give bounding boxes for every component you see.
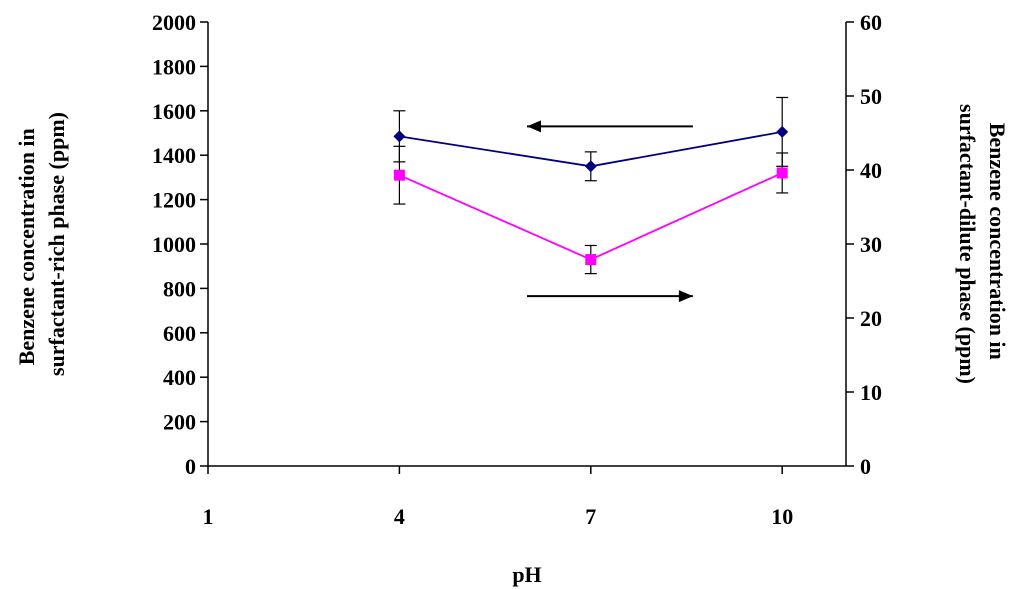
left-y-tick-label: 800 <box>163 276 196 301</box>
x-tick-label: 1 <box>203 504 214 529</box>
left-y-tick-label: 0 <box>185 454 196 479</box>
left-y-tick-label: 200 <box>163 410 196 435</box>
plot-area: 0 200 400 600 800 1000 1200 1400 1600 1800 2000 0 10… <box>152 10 882 529</box>
series-1-point <box>776 125 789 138</box>
right-y-tick-label: 50 <box>860 84 882 109</box>
arrow-1-head <box>527 120 541 133</box>
x-tick-label: 4 <box>394 504 405 529</box>
left-y-axis-title: Benzene concentration in surfactant-rich… <box>14 112 69 376</box>
right-y-axis-title: Benzene concentration in surfactant-dilu… <box>955 104 1010 384</box>
x-tick-label: 10 <box>771 504 793 529</box>
right-y-axis-title-line-1: Benzene concentration in <box>985 123 1010 360</box>
left-y-tick-label: 1000 <box>152 232 196 257</box>
left-y-tick-label: 2000 <box>152 10 196 35</box>
series-2-point <box>393 169 405 181</box>
right-y-tick-label: 60 <box>860 10 882 35</box>
left-y-tick-label: 1400 <box>152 143 196 168</box>
left-y-tick-label: 400 <box>163 365 196 390</box>
right-y-tick-label: 0 <box>860 454 871 479</box>
series-2-point <box>585 254 597 266</box>
x-tick-label: 7 <box>585 504 596 529</box>
right-y-axis-title-line-2: surfactant-dilute phase (ppm) <box>955 104 980 384</box>
arrow-2-head <box>678 290 693 303</box>
series-1-point <box>393 130 406 143</box>
right-y-tick-label: 40 <box>860 158 882 183</box>
left-y-axis-title-line-1: Benzene concentration in <box>14 128 39 365</box>
left-y-tick-label: 1200 <box>152 188 196 213</box>
x-axis-title: pH <box>512 562 541 587</box>
left-y-axis-title-line-2: surfactant-rich phase (ppm) <box>44 112 69 376</box>
series-1-point <box>584 160 597 173</box>
series-2-point <box>776 167 788 179</box>
right-y-tick-label: 10 <box>860 380 882 405</box>
right-y-tick-label: 30 <box>860 232 882 257</box>
left-y-tick-label: 1800 <box>152 54 196 79</box>
right-y-tick-label: 20 <box>860 306 882 331</box>
left-y-tick-label: 600 <box>163 321 196 346</box>
left-y-tick-label: 1600 <box>152 99 196 124</box>
